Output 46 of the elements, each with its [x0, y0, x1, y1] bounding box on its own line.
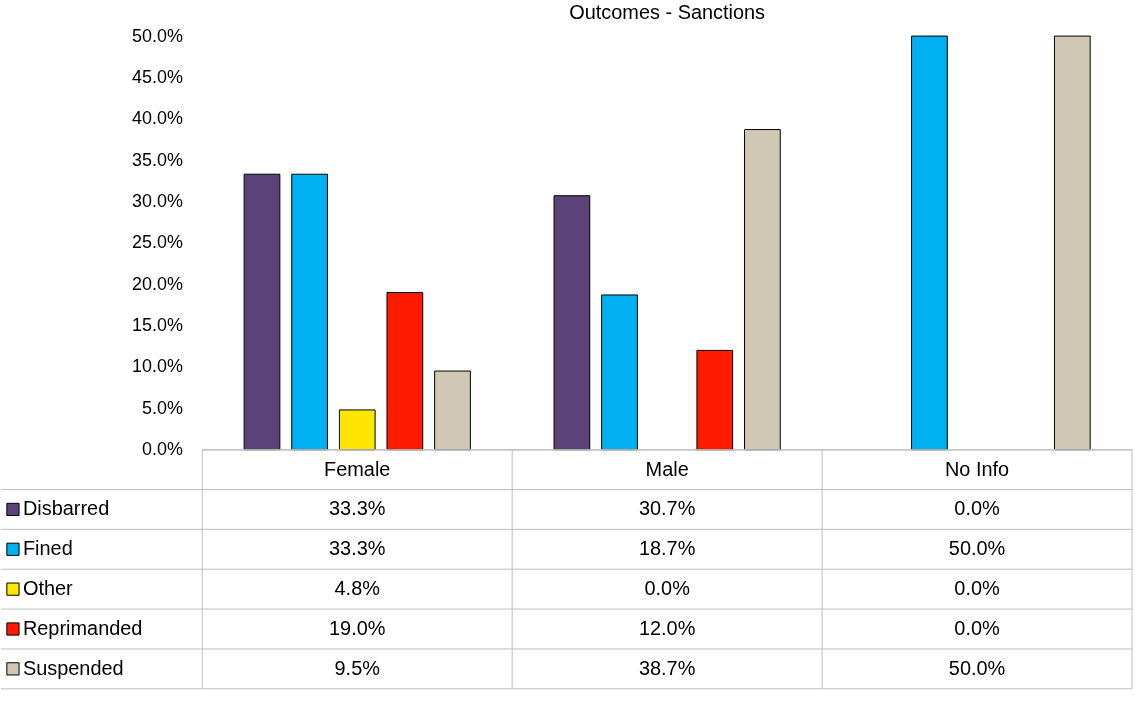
data-label: 12.0%: [638, 616, 696, 639]
data-label: 19.0%: [329, 616, 386, 639]
data-label: 18.7%: [638, 537, 696, 560]
legend-label: Other: [22, 577, 74, 600]
bar: [243, 173, 281, 451]
data-label: 0.0%: [954, 616, 1000, 639]
x-tick-label: Male: [645, 457, 689, 480]
y-tick-label: 15.0%: [132, 315, 183, 336]
x-tick-label: No Info: [944, 457, 1010, 480]
data-label: 0.0%: [954, 497, 1000, 520]
bar: [553, 195, 591, 451]
y-tick-label: 35.0%: [132, 149, 183, 170]
data-label: 4.8%: [334, 577, 380, 600]
bar: [1053, 35, 1091, 451]
legend-label: Disbarred: [22, 497, 110, 520]
data-label: 38.7%: [638, 656, 696, 679]
chart-title: Outcomes - Sanctions: [569, 1, 766, 24]
y-tick-label: 0.0%: [142, 439, 183, 460]
bar: [338, 409, 376, 451]
y-tick-label: 40.0%: [132, 108, 183, 129]
bar: [601, 294, 638, 451]
bar: [696, 349, 734, 451]
data-label: 0.0%: [954, 577, 1000, 600]
legend-label: Reprimanded: [22, 616, 143, 639]
data-label: 0.0%: [644, 577, 690, 600]
y-tick-label: 50.0%: [132, 25, 183, 46]
y-tick-label: 45.0%: [132, 66, 183, 87]
data-label: 50.0%: [948, 656, 1006, 679]
y-tick-label: 25.0%: [132, 232, 183, 253]
bar: [386, 291, 424, 451]
data-label: 30.7%: [638, 497, 696, 520]
bar: [911, 35, 948, 451]
data-label: 33.3%: [329, 497, 386, 520]
x-tick-label: Female: [324, 457, 391, 480]
data-label: 33.3%: [329, 537, 386, 560]
data-label: 50.0%: [948, 537, 1006, 560]
y-tick-label: 10.0%: [132, 356, 183, 377]
y-tick-label: 30.0%: [132, 190, 183, 211]
legend-label: Suspended: [22, 656, 124, 679]
y-tick-label: 5.0%: [142, 397, 183, 418]
legend-label: Fined: [22, 537, 73, 560]
bar: [744, 129, 781, 451]
bar: [434, 370, 471, 451]
bar: [291, 173, 328, 451]
data-label: 9.5%: [334, 656, 380, 679]
y-tick-label: 20.0%: [132, 273, 183, 294]
